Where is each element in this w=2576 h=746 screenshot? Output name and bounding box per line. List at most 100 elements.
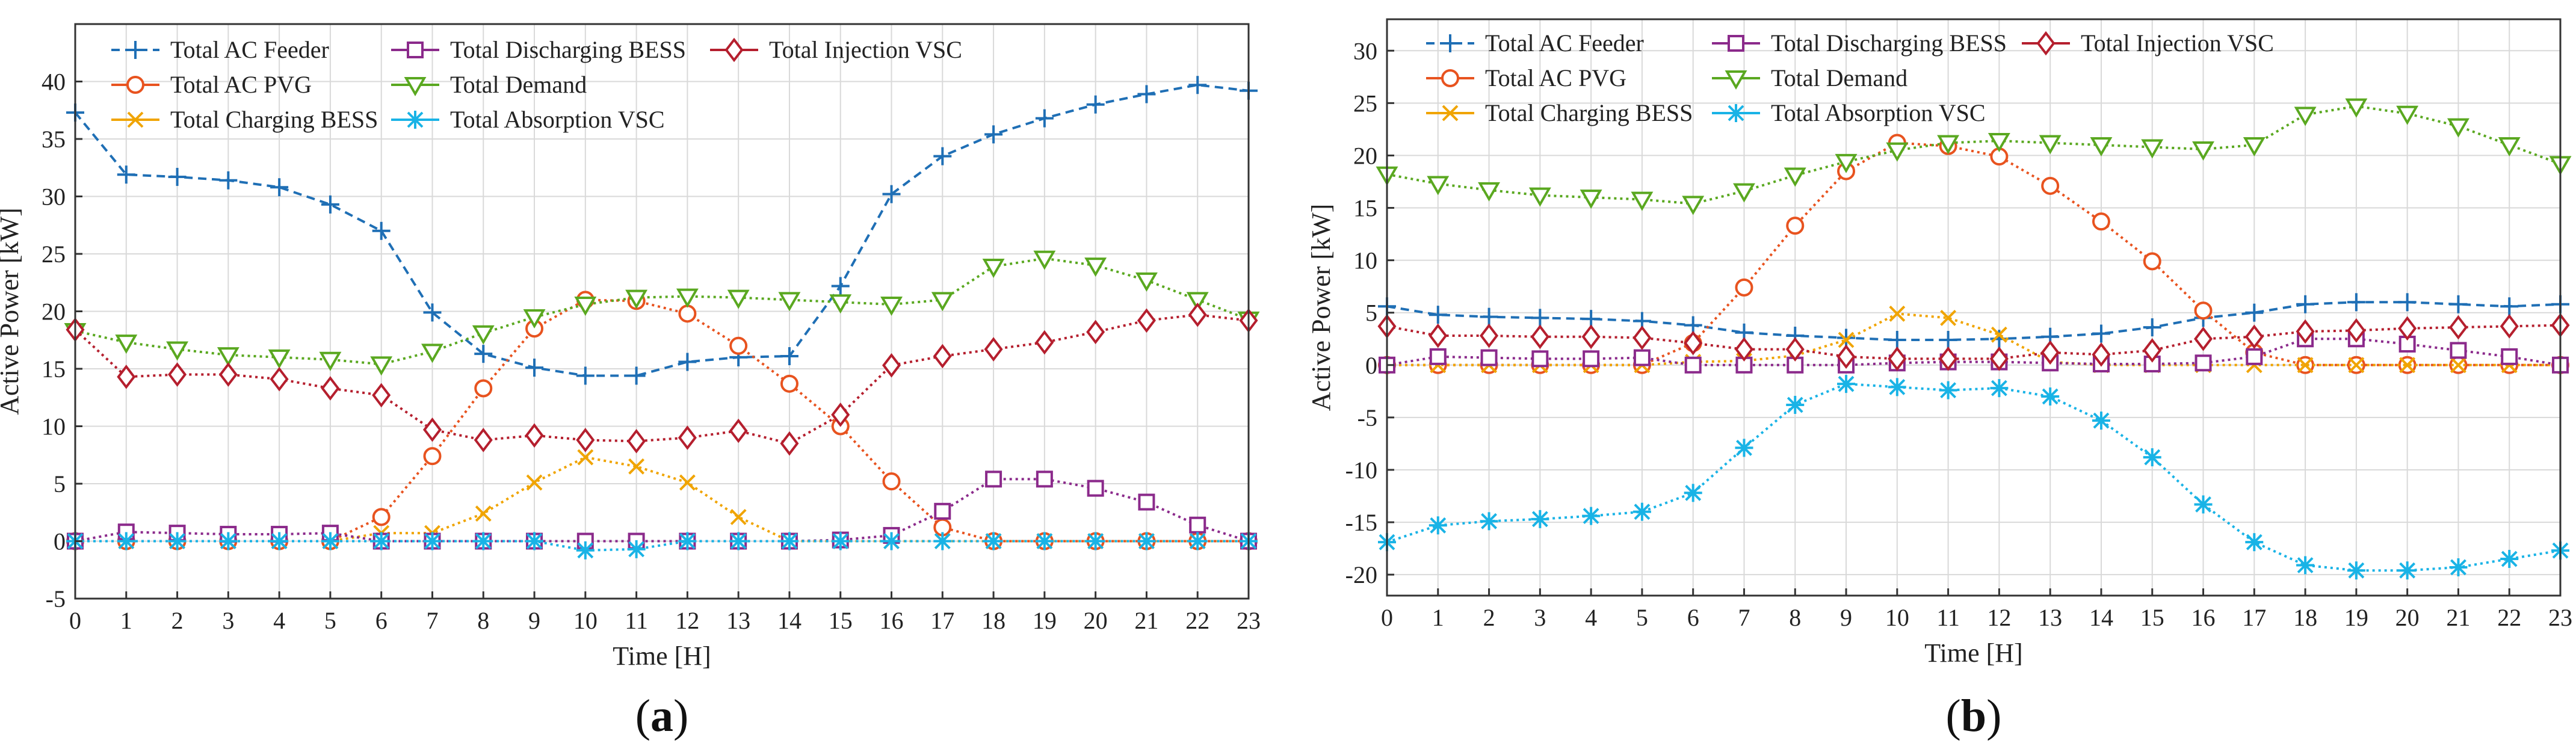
chart-panel-a: 0 1 2 3 4 5 6 7 8 9 10 11 12 13 14 15 16 17 18 19 20 21 22 23-5… — [0, 23, 1261, 741]
marker-x-total-charging-bess — [2399, 357, 2416, 374]
y-tick-label: 0 — [54, 528, 66, 555]
series-total-demand — [64, 250, 1260, 376]
marker-triangle-total-demand — [1886, 142, 1909, 162]
marker-stroke — [1189, 533, 1206, 549]
legend-item: Total Charging BESS — [111, 106, 378, 133]
marker-plus-total-ac-feeder — [2245, 303, 2264, 322]
legend: Total AC Feeder Total AC PVG Total Chargin… — [111, 36, 962, 133]
marker-asterisk-total-absorption-vsc — [1480, 512, 1498, 531]
marker-asterisk-total-absorption-vsc — [117, 532, 135, 550]
y-tick-label: 30 — [1353, 37, 1377, 64]
marker-diamond-total-injection-vsc — [1581, 324, 1601, 350]
marker-asterisk-total-absorption-vsc — [423, 532, 442, 550]
marker-triangle-total-demand — [1631, 191, 1654, 211]
marker-stroke — [1940, 382, 1957, 399]
marker-triangle-total-demand — [2039, 135, 2062, 155]
marker-stroke — [271, 533, 288, 549]
x-tick-label: 12 — [1987, 604, 2011, 631]
marker-diamond-total-injection-vsc — [831, 402, 850, 427]
marker-plus-total-ac-feeder — [831, 277, 850, 295]
y-tick-label: 20 — [42, 298, 66, 325]
marker-plus-total-ac-feeder — [2500, 297, 2519, 316]
marker-plus-total-ac-feeder — [1480, 307, 1498, 326]
marker-plus-total-ac-feeder — [525, 359, 544, 377]
marker-asterisk-total-absorption-vsc — [2449, 558, 2468, 576]
marker-diamond-legend — [2036, 31, 2056, 56]
series-line — [75, 478, 1249, 543]
x-tick-label: 6 — [1687, 604, 1699, 631]
marker-plus-total-ac-feeder — [2296, 295, 2315, 313]
marker-circle-total-ac-pvg — [2092, 212, 2110, 231]
series-total-absorption-vsc — [1378, 375, 2569, 580]
marker-circle-total-ac-pvg — [780, 374, 798, 393]
legend-item: Total Absorption VSC — [391, 106, 665, 133]
marker-plus-total-ac-feeder — [1429, 306, 1447, 324]
marker-stroke — [832, 533, 849, 549]
y-tick-label: -15 — [1345, 509, 1377, 536]
marker-diamond-total-injection-vsc — [270, 366, 289, 392]
x-tick-label: 14 — [2089, 604, 2113, 631]
marker-triangle-total-demand — [2090, 137, 2113, 157]
y-tick-label: 40 — [42, 69, 66, 96]
marker-plus-total-ac-feeder — [1939, 330, 1957, 349]
panel-label-open: ( — [1946, 691, 1961, 741]
x-tick-label: 10 — [1885, 604, 1909, 631]
marker-x-total-charging-bess — [679, 474, 696, 491]
series-line — [1386, 105, 2561, 205]
y-tick-label: 5 — [1365, 300, 1377, 327]
marker-asterisk-total-absorption-vsc — [1939, 381, 1957, 399]
panel-label: (a) — [635, 691, 689, 741]
y-axis-label: Active Power [kW] — [1306, 204, 1336, 412]
marker-stroke — [2195, 496, 2211, 513]
marker-diamond-total-injection-vsc — [1734, 337, 1753, 362]
marker-triangle-total-demand — [2192, 141, 2214, 161]
marker-diamond-total-injection-vsc — [678, 425, 697, 450]
marker-x-total-charging-bess — [1991, 326, 2007, 343]
marker-triangle-total-demand — [1427, 176, 1450, 196]
marker-stroke — [2501, 550, 2518, 567]
x-tick-label: 5 — [324, 607, 336, 634]
marker-asterisk-total-absorption-vsc — [729, 532, 748, 550]
x-tick-label: 7 — [1738, 604, 1750, 631]
legend-label: Total AC Feeder — [170, 36, 329, 63]
x-tick-label: 1 — [120, 607, 132, 634]
legend-label: Total Charging BESS — [170, 106, 378, 133]
x-tick-label: 8 — [477, 607, 489, 634]
legend: Total AC Feeder Total AC PVG Total Chargin… — [1426, 29, 2274, 126]
x-tick-label: 4 — [273, 607, 285, 634]
x-tick-label: 1 — [1432, 604, 1444, 631]
marker-triangle-total-demand — [1135, 272, 1158, 292]
marker-stroke — [1531, 511, 1548, 528]
marker-diamond-total-injection-vsc — [2194, 326, 2213, 351]
marker-diamond-total-injection-vsc — [2040, 340, 2060, 365]
legend-item: Total Discharging BESS — [1712, 29, 2007, 57]
marker-circle-legend — [126, 76, 144, 94]
legend-label: Total AC PVG — [170, 71, 312, 98]
marker-plus-total-ac-feeder — [882, 185, 901, 203]
marker-plus-total-ac-feeder — [678, 353, 697, 371]
marker-stroke — [1036, 533, 1053, 549]
marker-diamond-total-injection-vsc — [1989, 347, 2009, 371]
legend-label: Total Discharging BESS — [1771, 29, 2007, 57]
marker-triangle-total-demand — [1733, 183, 1755, 203]
marker-x-total-charging-bess — [2450, 357, 2466, 374]
marker-stroke — [475, 533, 492, 549]
marker-diamond-total-injection-vsc — [2296, 319, 2315, 344]
marker-plus-total-ac-feeder — [321, 195, 339, 214]
marker-square-total-discharging-bess — [1087, 479, 1104, 497]
marker-diamond-total-injection-vsc — [1684, 330, 1703, 356]
marker-diamond-total-injection-vsc — [1836, 344, 1856, 369]
marker-stroke — [2399, 357, 2416, 374]
x-axis-label: Time [H] — [1924, 638, 2022, 668]
marker-plus-total-ac-feeder — [372, 221, 391, 240]
y-tick-label: 15 — [1353, 195, 1377, 222]
marker-stroke — [526, 474, 543, 491]
y-tick-label: -5 — [1357, 404, 1377, 431]
marker-circle-total-ac-pvg — [474, 379, 493, 398]
marker-asterisk-total-absorption-vsc — [933, 532, 952, 550]
marker-asterisk-total-absorption-vsc — [1837, 375, 1856, 393]
marker-asterisk-total-absorption-vsc — [219, 532, 238, 550]
legend-label: Total Demand — [450, 71, 587, 98]
marker-stroke — [1481, 513, 1497, 529]
